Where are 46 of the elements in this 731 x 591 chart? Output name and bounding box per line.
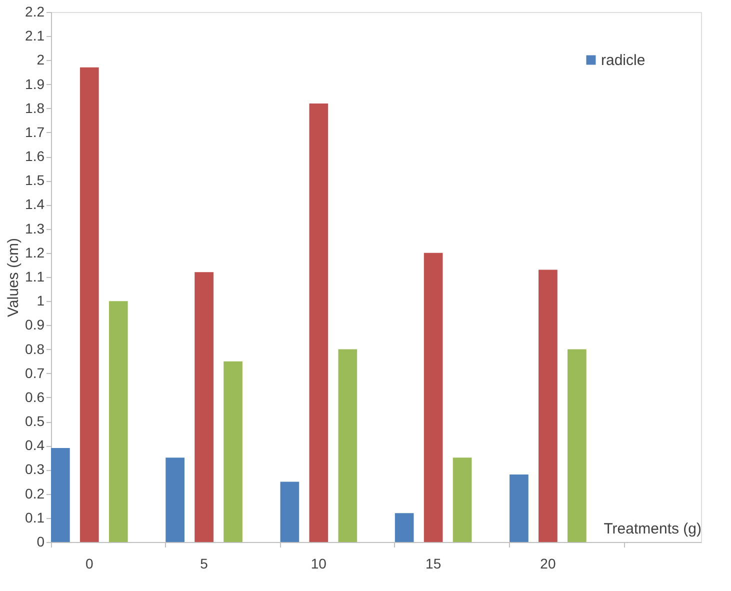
bar [108, 301, 128, 542]
y-tick-label: 0.9 [25, 316, 45, 333]
bar [166, 458, 184, 542]
y-tick-label: 2 [36, 52, 45, 68]
bar [568, 349, 586, 542]
bar [309, 104, 328, 542]
bar [424, 252, 443, 542]
y-tick-label: 1.7 [25, 124, 45, 140]
x-tick-label: 0 [86, 556, 94, 572]
y-tick-label: 1.3 [25, 220, 45, 236]
x-tick-label: 20 [540, 556, 556, 572]
bar [194, 272, 214, 542]
x-tick-label: 10 [310, 556, 327, 572]
y-tick-label: 1.8 [25, 100, 45, 116]
y-tick-label: 2.2 [25, 4, 45, 20]
y-tick-label: 0.5 [25, 413, 45, 430]
x-tick-label: 5 [200, 556, 208, 572]
y-tick-label: 1 [36, 292, 45, 309]
legend-label: radicle [601, 52, 646, 69]
bar [280, 482, 300, 542]
x-axis-title: Treatments (g) [604, 520, 702, 538]
bar [394, 513, 414, 542]
y-tick-label: 0 [36, 534, 45, 550]
y-tick-label: 1.2 [25, 244, 45, 260]
y-tick-label: 1.9 [25, 76, 45, 92]
y-tick-label: 0.1 [25, 509, 45, 526]
bar [510, 474, 528, 542]
y-tick-label: 1.1 [25, 268, 45, 284]
x-tick-label: 15 [426, 556, 442, 572]
y-tick-label: 1.4 [25, 196, 45, 212]
bar [80, 67, 99, 542]
y-tick-label: 2.1 [25, 28, 45, 44]
y-axis-title: Values (cm) [5, 238, 22, 317]
bar [338, 349, 358, 542]
bar [51, 448, 70, 542]
y-tick-label: 0.6 [25, 388, 45, 405]
y-tick-label: 1.6 [25, 148, 45, 164]
bar [538, 270, 558, 542]
bar [224, 361, 242, 542]
y-tick-label: 0.3 [25, 461, 45, 478]
y-tick-label: 1.5 [25, 172, 45, 188]
y-tick-label: 0.4 [25, 437, 45, 454]
y-tick-label: 0.7 [25, 364, 45, 381]
y-tick-label: 0.8 [25, 340, 45, 357]
y-tick-label: 0.2 [25, 485, 45, 502]
bar [452, 458, 472, 542]
